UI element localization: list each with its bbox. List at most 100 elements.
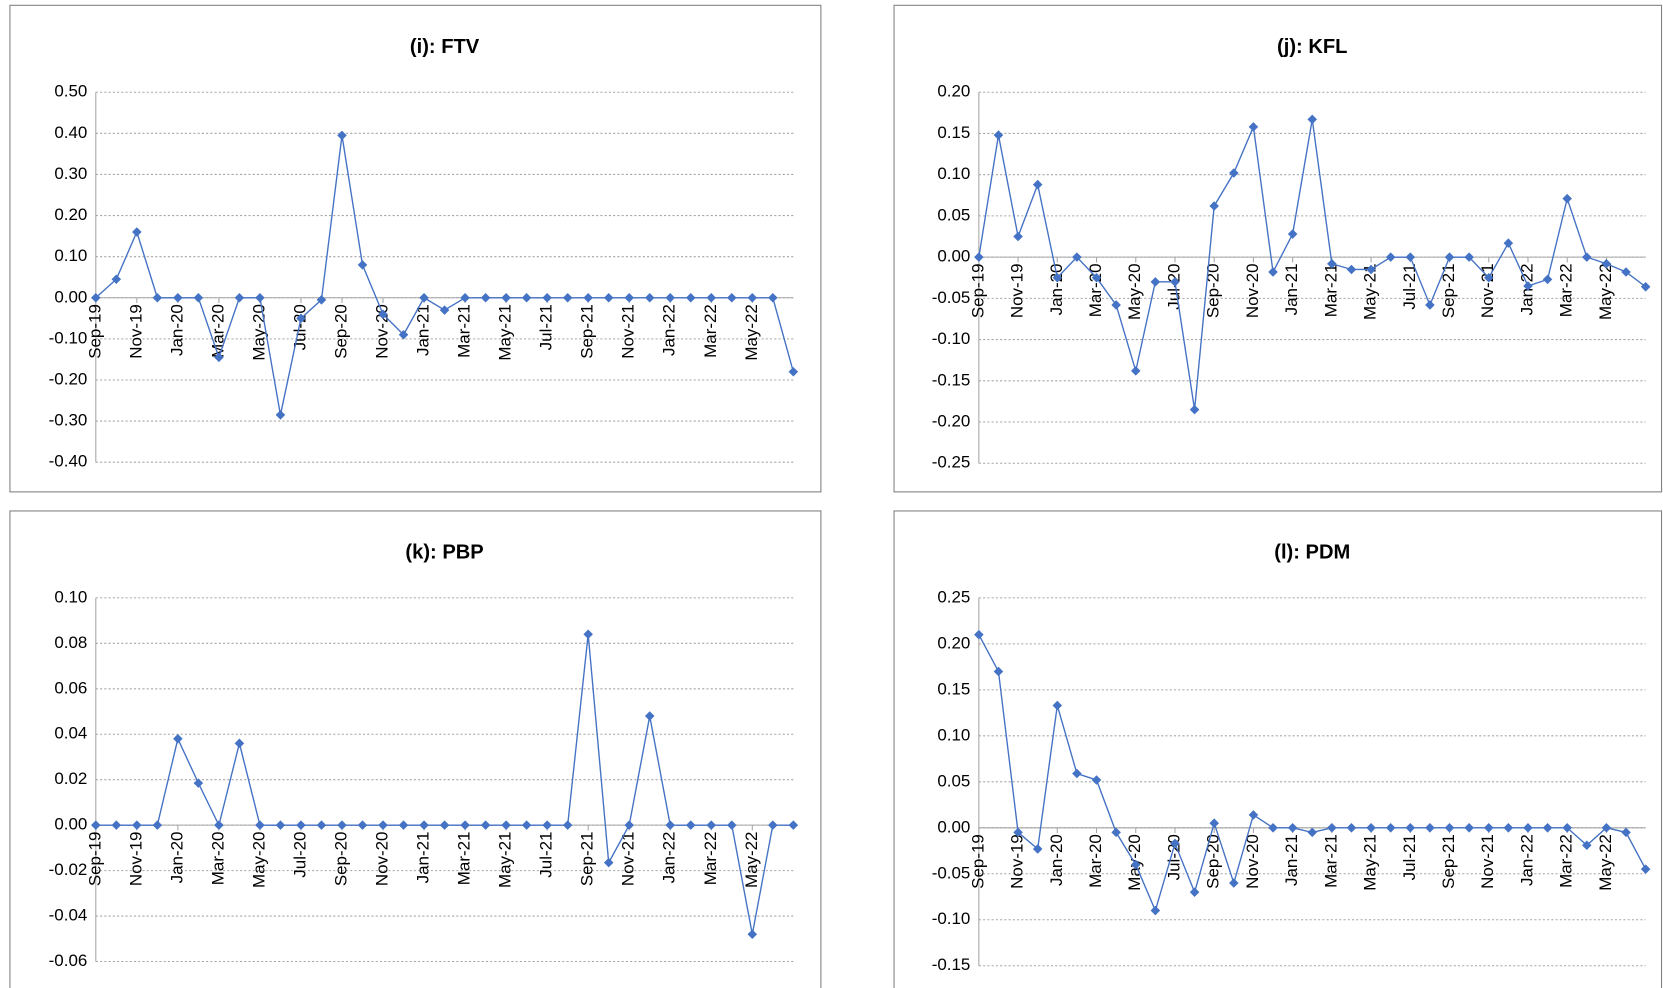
data-point	[665, 292, 676, 303]
y-tick-label: -0.20	[49, 369, 88, 388]
y-tick-label: -0.20	[932, 412, 971, 431]
data-point	[1072, 252, 1082, 262]
data-point	[1032, 844, 1043, 854]
panel: (l): PDM 0.25 0.20 0.15 0.10 0.05 0.00 -0.05 -0.…	[893, 510, 1663, 988]
y-tick-label: -0.15	[932, 955, 971, 974]
data-point	[1072, 768, 1082, 779]
x-tick-label: Mar-21	[455, 832, 474, 886]
panel-frame	[9, 4, 822, 493]
data-point	[357, 260, 368, 270]
x-tick-label: Mar-20	[1086, 263, 1105, 317]
data-point	[1582, 252, 1592, 262]
data-point	[1601, 258, 1612, 269]
data-point	[1307, 827, 1318, 838]
data-point	[1621, 827, 1631, 838]
data-point	[1229, 878, 1239, 888]
chart-title: (k): PBP	[405, 542, 483, 564]
panel-frame	[9, 510, 822, 988]
x-tick-label: Jan-20	[1047, 834, 1066, 886]
y-tick-label: -0.05	[932, 288, 971, 307]
data-point	[974, 629, 984, 640]
data-point	[501, 820, 511, 830]
data-point	[644, 292, 655, 303]
data-point	[1640, 282, 1651, 292]
data-point	[152, 292, 163, 303]
data-point	[1327, 823, 1337, 833]
data-point	[480, 820, 491, 830]
y-tick-label: 0.10	[937, 725, 970, 744]
data-point	[521, 292, 532, 303]
data-point	[583, 629, 593, 640]
data-point	[1425, 823, 1435, 833]
x-tick-label: Mar-22	[1557, 263, 1576, 317]
x-tick-label: May-21	[1361, 834, 1380, 891]
x-tick-label: Jul-20	[1164, 834, 1183, 880]
x-tick-label: Sep-20	[1204, 263, 1223, 318]
data-point	[337, 130, 347, 141]
data-point	[193, 292, 204, 303]
data-point	[1562, 823, 1572, 833]
data-point	[974, 252, 984, 262]
y-tick-label: 0.04	[54, 724, 87, 743]
data-point	[501, 292, 511, 303]
data-point	[1425, 300, 1435, 310]
x-tick-label: May-21	[496, 304, 515, 361]
x-tick-label: Mar-22	[1557, 834, 1576, 888]
data-point	[275, 410, 286, 420]
data-point	[91, 820, 101, 830]
x-tick-label: Nov-21	[619, 832, 638, 887]
x-tick-label: Jan-21	[414, 832, 433, 884]
data-point	[1346, 823, 1357, 833]
data-point	[255, 292, 265, 303]
data-point	[439, 305, 450, 315]
data-point	[378, 820, 388, 830]
data-point	[152, 820, 163, 830]
x-tick-label: Jul-20	[290, 832, 309, 878]
data-point	[132, 820, 142, 830]
y-tick-label: 0.20	[54, 205, 87, 224]
data-point	[993, 666, 1004, 677]
data-point	[727, 292, 737, 303]
x-tick-label: Nov-21	[1478, 834, 1497, 889]
x-tick-label: Sep-21	[1439, 263, 1458, 318]
x-tick-label: May-22	[742, 304, 761, 361]
data-point	[1542, 823, 1553, 833]
x-tick-label: Sep-19	[85, 304, 104, 359]
data-point	[296, 313, 306, 324]
data-point	[1052, 272, 1063, 283]
x-tick-label: Sep-20	[331, 304, 350, 359]
data-point	[132, 227, 142, 237]
data-point	[603, 292, 614, 303]
x-tick-label: Mar-21	[1321, 263, 1340, 317]
x-tick-label: Jul-21	[1400, 263, 1419, 309]
data-point	[419, 292, 429, 303]
x-tick-label: Jan-21	[414, 304, 433, 356]
x-tick-label: Jul-21	[537, 304, 556, 350]
x-tick-label: Jan-22	[1517, 834, 1536, 886]
data-point	[1542, 274, 1553, 285]
x-tick-label: Sep-19	[968, 263, 987, 318]
data-point	[398, 820, 409, 830]
y-tick-label: 0.10	[937, 164, 970, 183]
data-point	[1032, 179, 1043, 190]
y-tick-label: 0.30	[54, 164, 87, 183]
data-point	[1052, 700, 1063, 711]
data-point	[542, 820, 552, 830]
y-tick-label: -0.30	[49, 411, 88, 430]
data-point	[583, 292, 593, 303]
data-point	[111, 820, 122, 830]
x-tick-label: Mar-20	[208, 304, 227, 358]
data-point	[768, 820, 778, 830]
data-point	[214, 820, 224, 830]
data-point	[1621, 267, 1631, 277]
data-point	[1287, 823, 1298, 833]
data-point	[993, 130, 1004, 140]
data-point	[337, 820, 347, 830]
x-tick-label: Nov-20	[373, 832, 392, 887]
y-tick-label: -0.10	[932, 909, 971, 928]
y-tick-label: 0.15	[937, 679, 970, 698]
y-tick-label: 0.20	[937, 633, 970, 652]
data-point	[357, 820, 368, 830]
x-tick-label: May-22	[1596, 834, 1615, 891]
data-point	[1248, 122, 1259, 132]
